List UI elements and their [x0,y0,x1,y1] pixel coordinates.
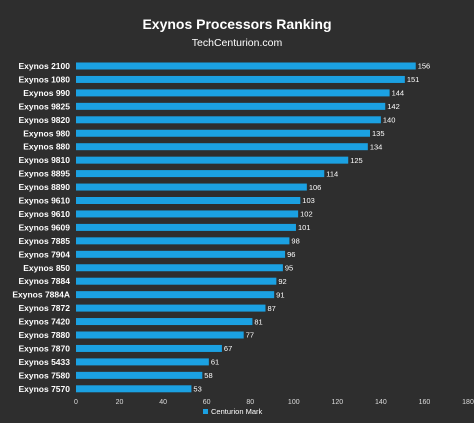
value-label: 135 [372,129,385,138]
bar [76,183,307,191]
x-tick-label: 160 [419,399,431,406]
legend-label: Centurion Mark [211,407,263,416]
value-label: 134 [370,142,383,151]
bar [76,89,390,97]
category-label: Exynos 980 [23,128,70,138]
value-label: 92 [278,277,286,286]
category-label: Exynos 8890 [18,182,70,192]
category-label: Exynos 9610 [18,209,70,219]
bar [76,237,290,245]
bar [76,371,203,379]
value-label: 87 [267,304,275,313]
x-tick-label: 100 [288,399,300,406]
category-label: Exynos 2100 [18,61,70,71]
bar [76,129,370,137]
bar [76,291,275,299]
chart-subtitle: TechCenturion.com [192,37,283,49]
bar [76,385,192,393]
bar [76,156,349,164]
value-label: 98 [291,237,299,246]
bars-layer: Exynos 2100 156 Exynos 1080 151 Exynos 990 14… [12,61,430,394]
category-label: Exynos 850 [23,263,70,273]
value-label: 58 [204,371,212,380]
x-tick-label: 80 [246,399,254,406]
category-label: Exynos 990 [23,88,70,98]
bar [76,197,301,204]
legend: Centurion Mark [203,407,263,416]
value-label: 151 [407,75,420,84]
value-label: 67 [224,344,232,353]
x-tick-label: 20 [116,399,124,406]
value-label: 81 [254,317,262,326]
x-axis: 0 20 40 60 80 100 120 140 160 180 [74,399,474,406]
bar [76,344,222,352]
category-label: Exynos 7885 [18,236,70,246]
x-tick-label: 0 [74,399,78,406]
category-label: Exynos 7904 [18,249,70,259]
bar [76,210,299,218]
category-label: Exynos 5433 [18,357,70,367]
x-tick-label: 40 [159,399,167,406]
bar [76,304,266,312]
category-label: Exynos 7884 [18,276,70,286]
value-label: 96 [287,250,295,259]
category-label: Exynos 9825 [18,101,70,111]
category-label: Exynos 9820 [18,115,70,125]
bar [76,331,244,339]
x-tick-label: 140 [375,399,387,406]
bar [76,264,283,272]
bar [76,223,296,231]
x-tick-label: 60 [203,399,211,406]
bar [76,170,325,178]
chart-title: Exynos Processors Ranking [142,16,331,32]
category-label: Exynos 9810 [18,155,70,165]
category-label: Exynos 880 [23,142,70,152]
legend-swatch [203,409,208,414]
category-label: Exynos 7580 [18,370,70,380]
bar [76,75,405,83]
value-label: 103 [302,196,315,205]
category-label: Exynos 7872 [18,303,70,313]
value-label: 144 [392,89,405,98]
category-label: Exynos 7570 [18,384,70,394]
value-label: 114 [326,169,338,178]
value-label: 77 [246,331,254,340]
category-label: Exynos 7880 [18,330,70,340]
value-label: 140 [383,116,396,125]
bar [76,250,286,258]
bar [76,62,416,70]
x-tick-label: 180 [462,399,474,406]
value-label: 102 [300,210,313,219]
value-label: 61 [211,358,219,367]
category-label: Exynos 1080 [18,74,70,84]
value-label: 142 [387,102,400,111]
category-label: Exynos 7420 [18,317,70,327]
category-label: Exynos 9610 [18,196,70,206]
category-label: Exynos 8895 [18,169,70,179]
bar [76,318,253,326]
value-label: 53 [193,385,201,394]
value-label: 125 [350,156,363,165]
category-label: Exynos 9609 [18,222,70,232]
category-label: Exynos 7884A [12,290,70,300]
value-label: 91 [276,290,284,299]
value-label: 106 [309,183,322,192]
bar [76,358,209,366]
bar [76,116,381,124]
category-label: Exynos 7870 [18,343,70,353]
value-label: 156 [418,62,431,71]
bar [76,143,368,151]
bar [76,277,277,285]
bar [76,102,386,110]
value-label: 101 [298,223,311,232]
value-label: 95 [285,263,293,272]
x-tick-label: 120 [331,399,343,406]
